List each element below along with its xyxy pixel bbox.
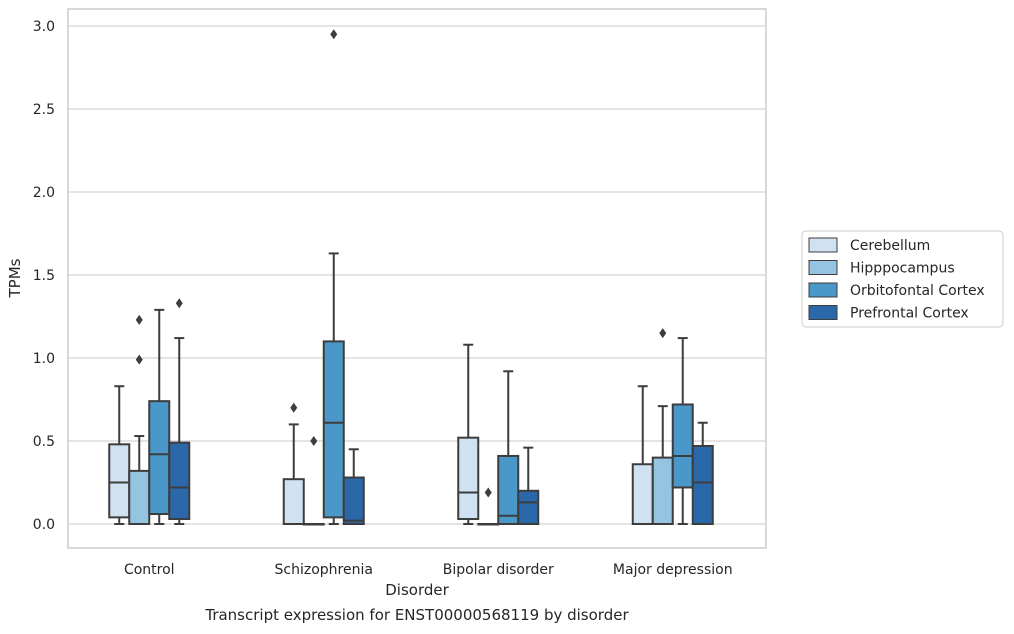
legend-swatch: [808, 260, 838, 275]
box-body: [148, 400, 171, 516]
box-prefrontal-cortex: [168, 298, 191, 525]
x-tick-label: Schizophrenia: [275, 562, 373, 578]
box-body: [282, 478, 305, 525]
x-tick-label: Major depression: [613, 562, 733, 578]
box-cerebellum: [457, 343, 480, 525]
box-cerebellum: [631, 385, 654, 525]
box-cerebellum: [108, 385, 131, 525]
box-prefrontal-cortex: [691, 421, 714, 526]
box-body: [497, 454, 520, 525]
x-axis-label: Disorder: [385, 581, 449, 599]
box-orbitofontal-cortex: [497, 370, 520, 525]
plot-frame: [67, 8, 767, 549]
y-tick-label: 0.0: [33, 517, 55, 533]
y-axis-label: TPMs: [6, 258, 24, 298]
y-tick-labels: 0.0 0.5 1.0 1.5 2.0 2.5 3.0: [33, 19, 55, 533]
box-cerebellum: [282, 402, 305, 525]
legend-swatch: [808, 282, 838, 298]
y-tick-label: 0.5: [33, 434, 55, 450]
grid-lines: [68, 25, 766, 525]
outlier-point: [484, 487, 492, 498]
x-tick-labels: Control Schizophrenia Bipolar disorder Majo…: [124, 562, 733, 578]
legend-label: Prefrontal Cortex: [850, 306, 969, 322]
box-hipppocampus: [651, 328, 674, 526]
outlier-point: [135, 354, 143, 365]
box-body: [342, 476, 365, 525]
box-body: [168, 441, 191, 521]
box-body: [108, 443, 131, 519]
legend-swatch: [808, 237, 838, 253]
box-body: [457, 436, 480, 521]
y-tick-label: 1.5: [33, 268, 55, 284]
box-body: [691, 444, 714, 526]
box-prefrontal-cortex: [517, 446, 540, 525]
legend-label: Orbitofontal Cortex: [850, 283, 985, 299]
box-body: [631, 463, 654, 525]
box-hipppocampus: [302, 436, 325, 526]
box-body: [517, 489, 540, 525]
outlier-point: [175, 298, 183, 309]
box-orbitofontal-cortex: [148, 308, 171, 525]
box-hipppocampus: [477, 487, 500, 526]
box-prefrontal-cortex: [342, 448, 365, 525]
box-body: [322, 340, 345, 519]
legend-label: Cerebellum: [850, 238, 930, 254]
x-tick-label: Bipolar disorder: [443, 562, 554, 578]
y-tick-label: 3.0: [33, 19, 55, 35]
outlier-point: [310, 436, 318, 446]
outlier-point: [330, 29, 338, 40]
box-orbitofontal-cortex: [322, 29, 345, 525]
box-body: [671, 403, 694, 489]
y-tick-label: 2.0: [33, 185, 55, 201]
legend-label: Hipppocampus: [850, 261, 955, 277]
legend-frame: [801, 230, 1004, 328]
x-tick-label: Control: [124, 562, 175, 578]
box-orbitofontal-cortex: [671, 337, 694, 525]
box-hipppocampus: [128, 314, 151, 526]
y-tick-label: 1.0: [33, 351, 55, 367]
box-body: [651, 456, 674, 526]
outlier-point: [659, 328, 667, 339]
boxes-layer: [108, 29, 714, 526]
legend: Cerebellum Hipppocampus Orbitofontal Corte…: [801, 230, 1004, 328]
outlier-point: [135, 314, 143, 325]
box-body: [128, 469, 151, 526]
figure-caption: Transcript expression for ENST0000056811…: [205, 606, 629, 624]
y-tick-label: 2.5: [33, 102, 55, 118]
legend-swatch: [808, 305, 838, 320]
outlier-point: [290, 402, 298, 413]
